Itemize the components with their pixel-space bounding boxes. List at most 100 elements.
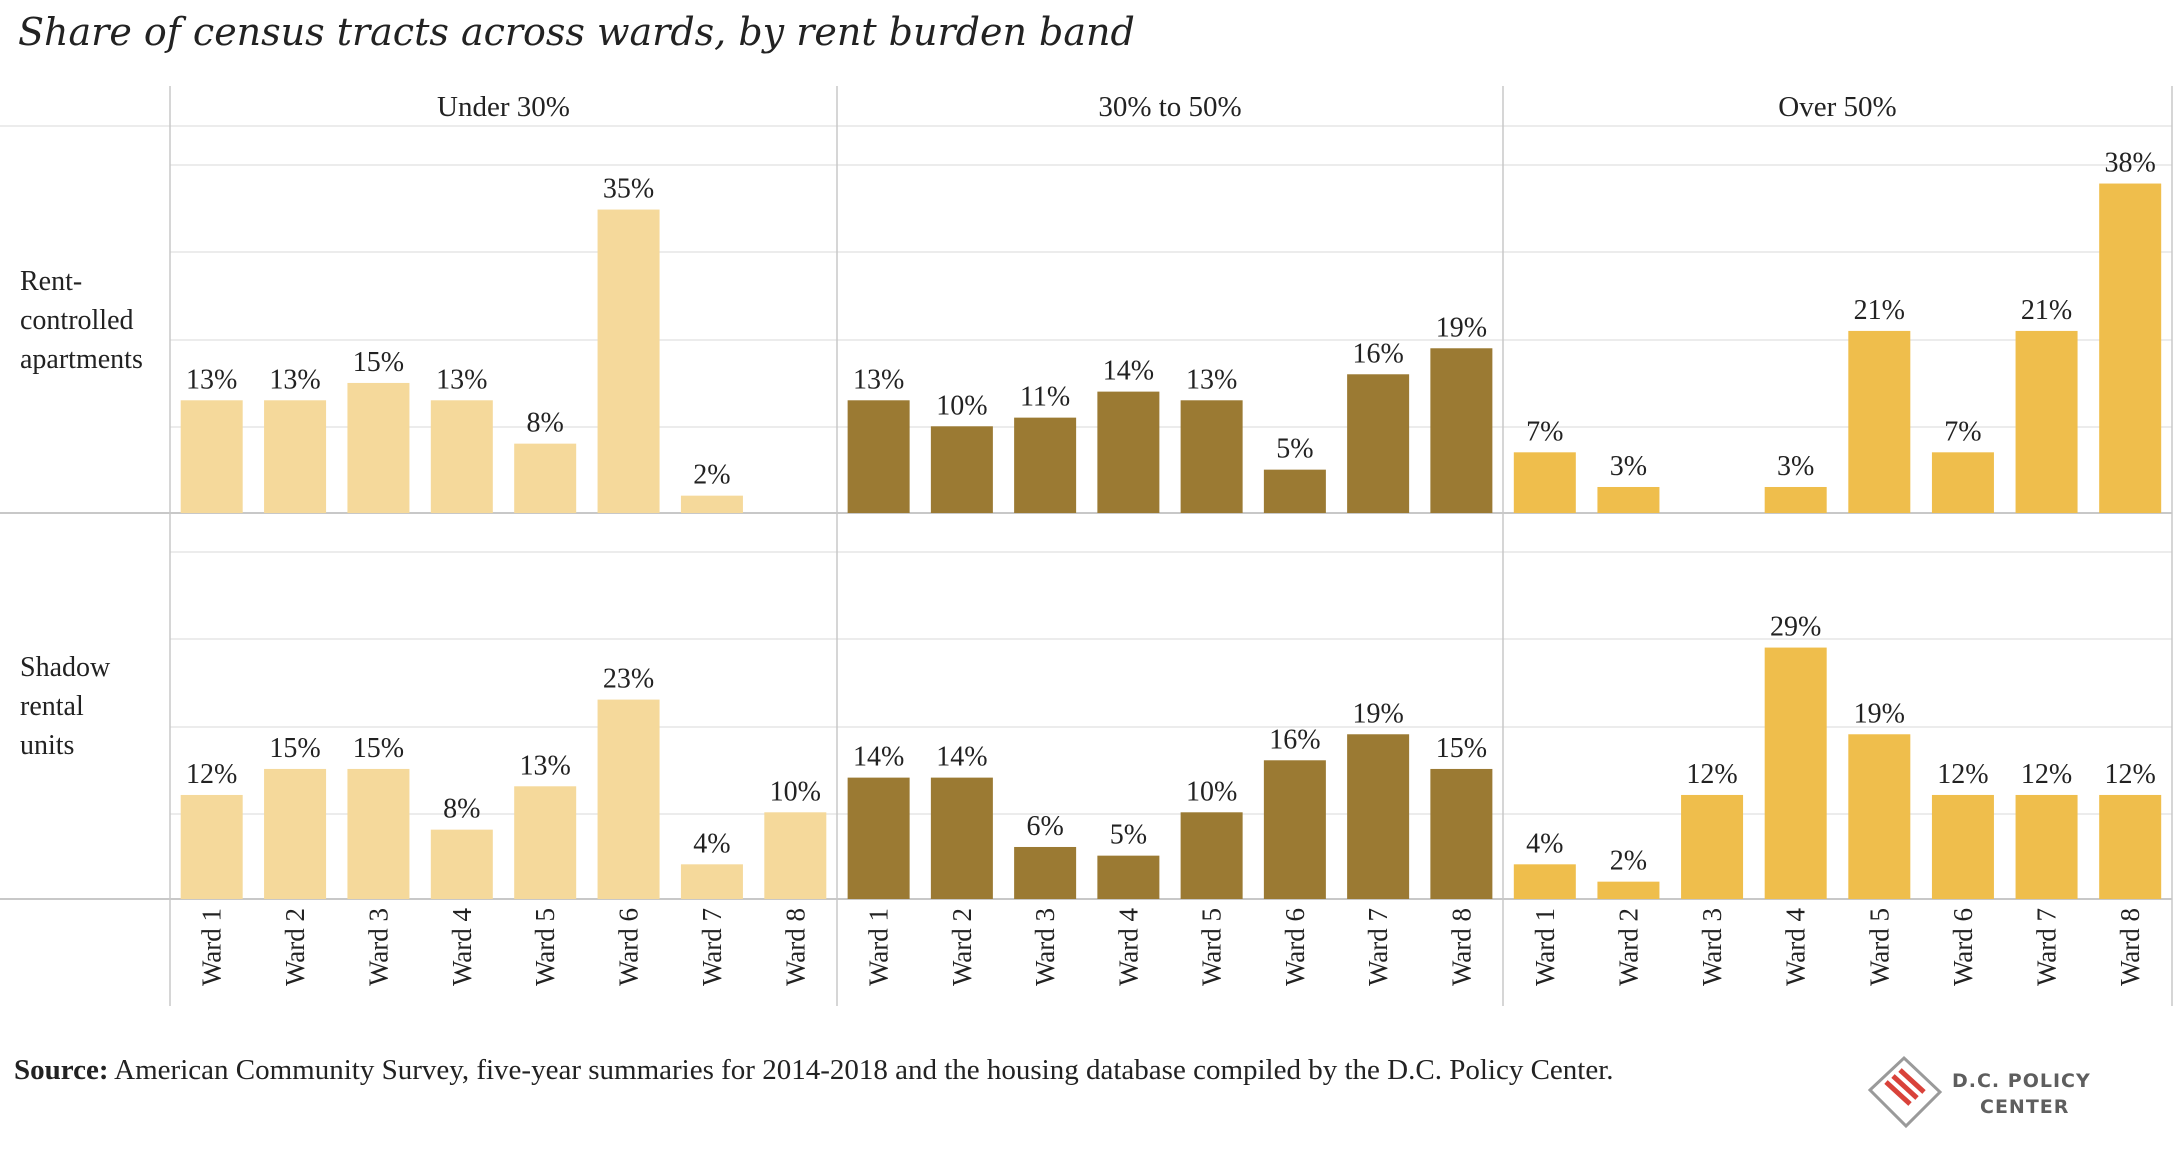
data-label: 8% xyxy=(527,408,564,439)
bar xyxy=(1931,794,1994,899)
bar xyxy=(1597,881,1660,899)
data-label: 12% xyxy=(1686,759,1737,790)
data-label: 8% xyxy=(443,794,480,825)
bar xyxy=(430,400,493,513)
data-label: 38% xyxy=(2105,148,2156,179)
data-label: 4% xyxy=(1526,828,1563,859)
bar xyxy=(1180,812,1243,899)
faceted-bar-chart: Under 30% 30% to 50% Over 50% Rent-controll… xyxy=(0,86,2173,1006)
data-label: 14% xyxy=(936,742,987,773)
data-label: 6% xyxy=(1026,811,1063,842)
data-label: 12% xyxy=(1937,759,1988,790)
bar xyxy=(264,400,327,513)
bar xyxy=(764,812,827,899)
x-tick-label: Ward 1 xyxy=(1530,908,1560,986)
bar xyxy=(1597,486,1660,513)
data-label: 11% xyxy=(1020,382,1070,413)
bar xyxy=(2099,794,2162,899)
data-label: 14% xyxy=(853,742,904,773)
data-label: 21% xyxy=(1854,295,1905,326)
data-label: 13% xyxy=(186,364,237,395)
data-label: 3% xyxy=(1777,451,1814,482)
bar xyxy=(930,426,993,513)
logo-text-line1: D.C. POLICY xyxy=(1952,1070,2091,1092)
bar xyxy=(1263,469,1326,513)
data-label: 7% xyxy=(1944,416,1981,447)
data-label: 16% xyxy=(1352,338,1403,369)
dc-policy-center-logo: D.C. POLICY CENTER xyxy=(1860,1052,2120,1132)
data-label: 13% xyxy=(436,364,487,395)
data-label: 19% xyxy=(1352,698,1403,729)
data-label: 3% xyxy=(1610,451,1647,482)
bar xyxy=(347,382,410,513)
source-note: Source: American Community Survey, five-… xyxy=(14,1050,1754,1090)
dc-map-flag-icon xyxy=(1867,1055,1943,1129)
bar xyxy=(180,400,243,513)
bar xyxy=(680,864,743,899)
data-label: 10% xyxy=(936,390,987,421)
bar xyxy=(1764,647,1827,899)
x-tick-label: Ward 3 xyxy=(1697,908,1727,986)
bar xyxy=(1848,330,1911,513)
logo-text-line2: CENTER xyxy=(1980,1096,2070,1118)
data-label: 10% xyxy=(1186,776,1237,807)
bar xyxy=(1097,391,1160,513)
row-label: Rent- xyxy=(20,266,82,297)
data-label: 13% xyxy=(520,750,571,781)
x-tick-label: Ward 5 xyxy=(530,908,560,986)
data-label: 4% xyxy=(693,828,730,859)
facet-header: Under 30% xyxy=(437,91,570,123)
bar xyxy=(930,777,993,899)
bar xyxy=(514,443,577,513)
bar xyxy=(264,768,327,899)
source-label: Source: xyxy=(14,1054,109,1086)
data-label: 15% xyxy=(269,733,320,764)
data-label: 13% xyxy=(1186,364,1237,395)
bar xyxy=(1931,452,1994,513)
bar xyxy=(847,777,910,899)
data-label: 5% xyxy=(1276,434,1313,465)
data-label: 12% xyxy=(2021,759,2072,790)
x-tick-label: Ward 7 xyxy=(697,908,727,986)
bar xyxy=(680,495,743,513)
data-label: 15% xyxy=(353,347,404,378)
bar xyxy=(847,400,910,513)
data-label: 15% xyxy=(1436,733,1487,764)
bar xyxy=(1430,348,1493,513)
x-tick-label: Ward 5 xyxy=(1864,908,1894,986)
bar xyxy=(1347,374,1410,513)
x-tick-label: Ward 1 xyxy=(864,908,894,986)
data-label: 19% xyxy=(1436,312,1487,343)
x-tick-label: Ward 6 xyxy=(1948,908,1978,986)
data-label: 19% xyxy=(1854,698,1905,729)
data-label: 12% xyxy=(186,759,237,790)
facet-header: Over 50% xyxy=(1778,91,1896,123)
x-tick-label: Ward 5 xyxy=(1197,908,1227,986)
x-tick-label: Ward 8 xyxy=(1446,908,1476,986)
bar xyxy=(1097,855,1160,899)
data-label: 23% xyxy=(603,664,654,695)
x-tick-label: Ward 3 xyxy=(1030,908,1060,986)
bar xyxy=(1180,400,1243,513)
x-tick-label: Ward 3 xyxy=(363,908,393,986)
row-label: rental xyxy=(20,691,84,722)
bar xyxy=(1014,417,1077,513)
x-tick-label: Ward 4 xyxy=(447,908,477,987)
bar xyxy=(1513,452,1576,513)
bar xyxy=(430,829,493,899)
bar xyxy=(180,794,243,899)
data-label: 7% xyxy=(1526,416,1563,447)
data-label: 14% xyxy=(1103,356,1154,387)
bar xyxy=(1014,846,1077,899)
bar xyxy=(597,699,660,899)
data-label: 5% xyxy=(1110,820,1147,851)
data-label: 16% xyxy=(1269,724,1320,755)
x-tick-label: Ward 6 xyxy=(1280,908,1310,986)
bar xyxy=(1513,864,1576,899)
x-tick-label: Ward 2 xyxy=(280,908,310,986)
x-tick-label: Ward 7 xyxy=(2032,908,2062,986)
facet-header: 30% to 50% xyxy=(1098,91,1241,123)
data-label: 2% xyxy=(693,460,730,491)
data-label: 10% xyxy=(770,776,821,807)
bar xyxy=(1263,760,1326,899)
